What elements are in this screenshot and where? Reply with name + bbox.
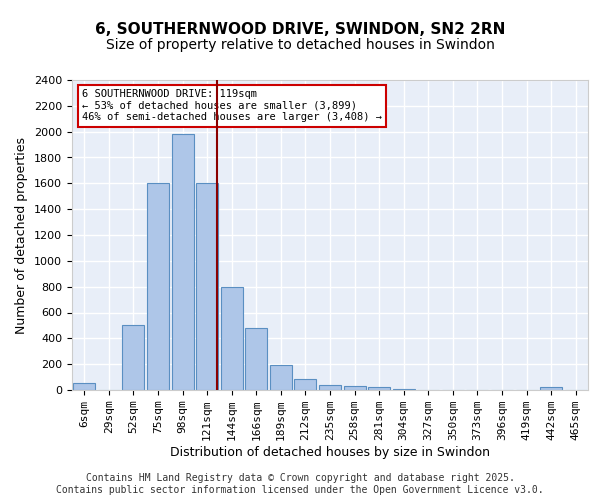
Text: 6, SOUTHERNWOOD DRIVE, SWINDON, SN2 2RN: 6, SOUTHERNWOOD DRIVE, SWINDON, SN2 2RN <box>95 22 505 38</box>
Bar <box>147 184 169 390</box>
Bar <box>344 386 365 390</box>
Bar <box>540 388 562 390</box>
Text: Size of property relative to detached houses in Swindon: Size of property relative to detached ho… <box>106 38 494 52</box>
Bar <box>319 385 341 390</box>
Y-axis label: Number of detached properties: Number of detached properties <box>16 136 28 334</box>
Bar <box>368 388 390 390</box>
X-axis label: Distribution of detached houses by size in Swindon: Distribution of detached houses by size … <box>170 446 490 459</box>
Bar <box>172 134 194 390</box>
Bar <box>295 379 316 390</box>
Bar <box>122 326 145 390</box>
Text: 6 SOUTHERNWOOD DRIVE: 119sqm
← 53% of detached houses are smaller (3,899)
46% of: 6 SOUTHERNWOOD DRIVE: 119sqm ← 53% of de… <box>82 90 382 122</box>
Bar <box>245 328 268 390</box>
Bar <box>221 286 243 390</box>
Text: Contains HM Land Registry data © Crown copyright and database right 2025.
Contai: Contains HM Land Registry data © Crown c… <box>56 474 544 495</box>
Bar <box>392 388 415 390</box>
Bar <box>270 365 292 390</box>
Bar <box>73 383 95 390</box>
Bar <box>196 184 218 390</box>
